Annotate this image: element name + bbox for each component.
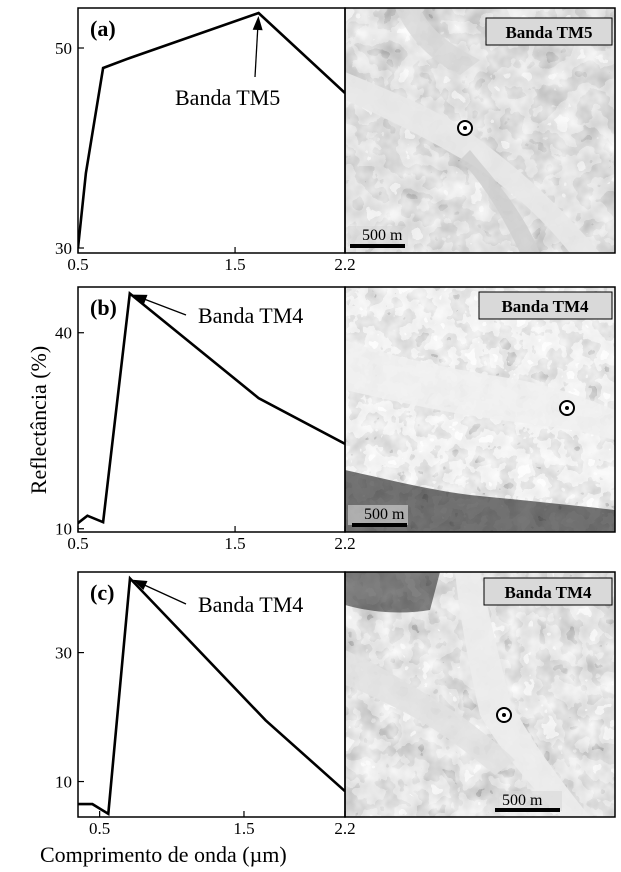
y-tick-label: 50: [55, 39, 72, 58]
y-tick-label: 30: [55, 239, 72, 258]
y-tick-label: 40: [55, 324, 72, 343]
target-marker-a: [457, 120, 473, 136]
target-marker-b: [559, 400, 575, 416]
scale-bar-b: 500 m: [348, 505, 408, 527]
chart-panel-3: 0.5 1.5 2.2 10 30 (c) Banda TM4: [55, 571, 356, 838]
svg-text:500 m: 500 m: [364, 506, 405, 523]
panel-label: (b): [90, 295, 117, 320]
x-tick-label: 1.5: [224, 534, 245, 553]
annotation-arrowhead: [132, 579, 148, 591]
plot-frame: [77, 571, 346, 818]
y-axis-title: Reflectância (%): [26, 346, 51, 494]
annotation-arrow: [139, 296, 187, 316]
satellite-image-c: [345, 572, 615, 817]
annotation-arrow: [254, 23, 259, 78]
chart-panel-1: 0.5 1.5 2.2 30 50 (a) Banda TM5: [55, 7, 356, 274]
y-tick-label: 10: [55, 520, 72, 539]
series-line: [78, 290, 345, 525]
x-tick-label: 1.5: [233, 819, 254, 838]
image-band-label-b: Banda TM4: [478, 291, 613, 320]
panel-label: (a): [90, 16, 116, 41]
annotation-label: Banda TM5: [175, 85, 280, 110]
charts: 0.5 1.5 2.2 30 50 (a) Banda TM5 0.5 1.5 2.2 10 40 (b…: [55, 7, 356, 838]
annotation-arrowhead: [252, 15, 263, 31]
x-axis-title: Comprimento de onda (µm): [40, 842, 287, 867]
y-tick-label: 30: [55, 644, 72, 663]
y-tick-label: 10: [55, 773, 72, 792]
image-band-label-c: Banda TM4: [483, 577, 613, 606]
annotation-arrowhead: [132, 294, 148, 305]
annotation-arrow: [139, 582, 187, 605]
scale-bar-a: 500 m: [348, 226, 408, 248]
target-marker-c: [496, 707, 512, 723]
panel-label: (c): [90, 580, 114, 605]
svg-text:500 m: 500 m: [362, 227, 403, 244]
x-tick-label: 2.2: [334, 534, 355, 553]
plot-frame: [77, 286, 346, 533]
annotation-label: Banda TM4: [198, 592, 303, 617]
x-tick-label: 2.2: [334, 255, 355, 274]
scale-bar-c: 500 m: [495, 791, 562, 812]
x-tick-label: 0.5: [89, 819, 110, 838]
series-line: [78, 11, 345, 249]
image-band-label-a: Banda TM5: [485, 17, 613, 46]
plot-frame: [77, 7, 346, 254]
x-tick-label: 1.5: [224, 255, 245, 274]
x-tick-label: 0.5: [67, 534, 88, 553]
x-tick-label: 2.2: [334, 819, 355, 838]
svg-text:500 m: 500 m: [502, 792, 543, 809]
annotation-label: Banda TM4: [198, 303, 303, 328]
chart-panel-2: 0.5 1.5 2.2 10 40 (b) Banda TM4: [55, 286, 356, 553]
series-line: [78, 575, 345, 816]
svg-text:Banda TM4: Banda TM4: [501, 297, 589, 316]
svg-text:Banda TM4: Banda TM4: [504, 583, 592, 602]
x-tick-label: 0.5: [67, 255, 88, 274]
satellite-image-a: [345, 8, 615, 253]
svg-text:Banda TM5: Banda TM5: [505, 23, 592, 42]
